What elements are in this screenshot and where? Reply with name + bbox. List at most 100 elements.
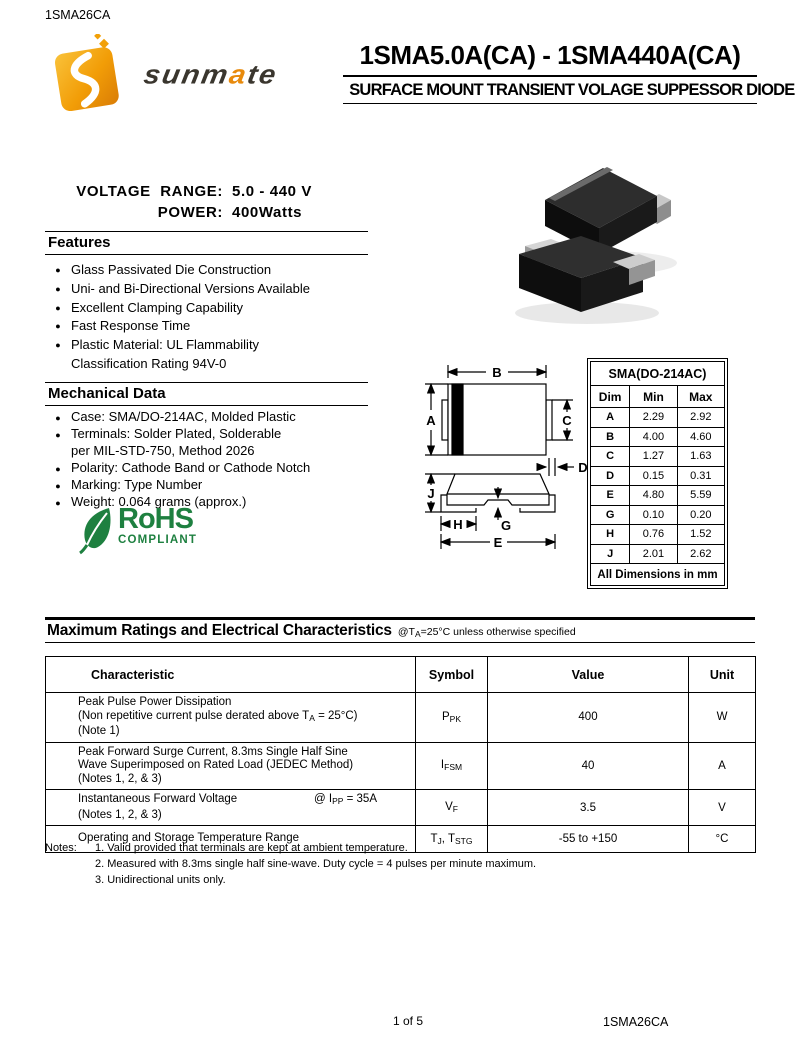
value-cell: 400: [487, 692, 689, 743]
dim-max: 2.62: [676, 543, 726, 564]
dim-min: 1.27: [629, 446, 678, 467]
feature-text: Glass Passivated Die Construction: [71, 262, 272, 277]
characteristic-line: Peak Pulse Power Dissipation: [78, 696, 232, 708]
dim-max: 0.31: [676, 465, 726, 486]
rohs-title: RoHS: [118, 503, 194, 535]
symbol-base: V: [445, 801, 453, 813]
dim-min: 2.29: [629, 407, 678, 428]
dim-min: 0.76: [629, 524, 678, 545]
mechanical-text: Weight: 0.064 grams (approx.): [71, 494, 247, 510]
table-row: Instantaneous Forward Voltage @ IPP = 35…: [45, 789, 756, 826]
text: ,: [441, 832, 448, 845]
list-item: ● Excellent Clamping Capability: [45, 299, 375, 318]
dimensions-table: SMA(DO-214AC) Dim Min Max A 2.29 2.92 B 4.0…: [587, 358, 728, 589]
list-item: ● Case: SMA/DO-214AC, Molded Plastic: [45, 409, 390, 426]
characteristic-line: (Note 1): [78, 725, 120, 737]
table-row: G 0.10 0.20: [589, 504, 726, 525]
dim-min: 2.01: [629, 543, 678, 564]
mechanical-text: Case: SMA/DO-214AC, Molded Plastic: [71, 409, 296, 424]
characteristic-line: (Notes 1, 2, & 3): [78, 772, 162, 785]
symbol-base: I: [440, 759, 445, 772]
characteristic-line: (Non repetitive current pulse derated ab…: [78, 710, 407, 726]
dim-table-title: SMA(DO-214AC): [590, 361, 725, 386]
dim-col-header: Max: [676, 385, 726, 408]
dim-table-footer: All Dimensions in mm: [590, 563, 725, 586]
features-heading: Features: [45, 231, 368, 255]
dim-max: 2.92: [676, 407, 726, 428]
dim-min: 4.00: [629, 426, 678, 447]
brand-name: sunmate: [141, 59, 279, 90]
characteristic-line: (Notes 1, 2, & 3): [78, 808, 162, 821]
subscript: PP: [332, 796, 344, 806]
text: = 25°C): [314, 709, 358, 722]
ratings-table-container: Characteristic Symbol Value Unit Peak Pu…: [45, 656, 756, 853]
characteristic-cell: Operating and Storage Temperature Range: [45, 825, 416, 853]
value-cell: 40: [487, 741, 689, 790]
dim-letter: B: [589, 426, 631, 447]
mechanical-heading: Mechanical Data: [45, 382, 368, 406]
dim-label-j: J: [427, 486, 434, 501]
dim-label-g: G: [501, 518, 511, 533]
value-cell: 3.5: [487, 789, 689, 826]
mechanical-text-continued: per MIL-STD-750, Method 2026: [71, 443, 255, 459]
bullet-icon: ●: [55, 413, 61, 423]
dim-max: 5.59: [676, 485, 726, 506]
value-cell: -55 to +150: [487, 825, 689, 853]
note-sub: A: [414, 629, 421, 639]
note-item: 1. Valid provided that terminals are kep…: [95, 842, 408, 854]
feature-text: Plastic Material: UL Flammability: [71, 337, 260, 353]
ratings-heading-block: Maximum Ratings and Electrical Character…: [45, 617, 755, 643]
symbol-base: T: [430, 832, 438, 845]
feature-text: Fast Response Time: [71, 318, 191, 334]
feature-text-continued: Classification Rating 94V-0: [71, 355, 227, 371]
list-item: ● Fast Response Time: [45, 317, 375, 336]
feature-text: Excellent Clamping Capability: [71, 299, 243, 315]
dim-label-a: A: [426, 413, 436, 428]
dim-col-header: Min: [629, 385, 678, 408]
unit-cell: W: [688, 692, 756, 743]
title-divider: [343, 75, 757, 77]
table-row: E 4.80 5.59: [589, 485, 726, 506]
text: = 35A: [343, 793, 377, 805]
text: @ I: [314, 793, 333, 805]
note-item: 3. Unidirectional units only.: [95, 874, 226, 886]
col-symbol: Symbol: [415, 656, 488, 693]
characteristic-line: Instantaneous Forward Voltage @ IPP = 35…: [78, 793, 407, 809]
package-outline-drawing: B A C D J H G E: [425, 365, 588, 550]
dim-max: 1.63: [676, 446, 726, 467]
table-row: B 4.00 4.60: [589, 426, 726, 447]
part-number-header: 1SMA26CA: [45, 8, 111, 22]
condition-text: @ IPP = 35A: [314, 793, 377, 809]
brand-name-main: sunm: [141, 59, 233, 90]
page-subtitle: SURFACE MOUNT TRANSIENT VOLAGE SUPPESSOR…: [349, 80, 795, 99]
dim-max: 0.20: [676, 504, 726, 525]
dim-label-e: E: [494, 535, 503, 550]
rohs-badge: RoHS COMPLIANT: [78, 505, 197, 555]
list-item: ● Terminals: Solder Plated, Solderable: [45, 426, 390, 443]
power-value: 400Watts: [232, 204, 303, 221]
dim-letter: C: [589, 446, 631, 467]
mechanical-text: Polarity: Cathode Band or Cathode Notch: [71, 459, 311, 475]
rohs-leaf-icon: [79, 508, 111, 555]
list-item: ● Weight: 0.064 grams (approx.): [45, 494, 390, 511]
power-row: POWER: 400Watts: [55, 204, 312, 221]
symbol-subscript: FSM: [444, 762, 463, 773]
bullet-icon: ●: [55, 283, 61, 294]
dim-min: 0.10: [629, 504, 678, 525]
footer-part-number: 1SMA26CA: [603, 1015, 669, 1029]
symbol-cell: PPK: [415, 692, 488, 743]
symbol-cell: TJ, TSTG: [415, 825, 488, 853]
table-row: J 2.01 2.62: [589, 543, 726, 564]
table-row: Operating and Storage Temperature Range …: [45, 825, 756, 853]
list-item: ● Glass Passivated Die Construction: [45, 261, 375, 280]
features-list: ● Glass Passivated Die Construction ● Un…: [45, 261, 375, 373]
mechanical-text: Terminals: Solder Plated, Solderable: [71, 426, 282, 442]
list-item: ● Uni- and Bi-Directional Versions Avail…: [45, 280, 375, 299]
brand-logo: sunmate: [52, 34, 280, 116]
table-row: H 0.76 1.52: [589, 524, 726, 545]
bullet-icon: ●: [55, 302, 61, 313]
symbol-base: P: [441, 710, 450, 723]
note-post: =25°C unless otherwise specified: [420, 626, 576, 638]
dim-label-b: B: [492, 365, 501, 380]
